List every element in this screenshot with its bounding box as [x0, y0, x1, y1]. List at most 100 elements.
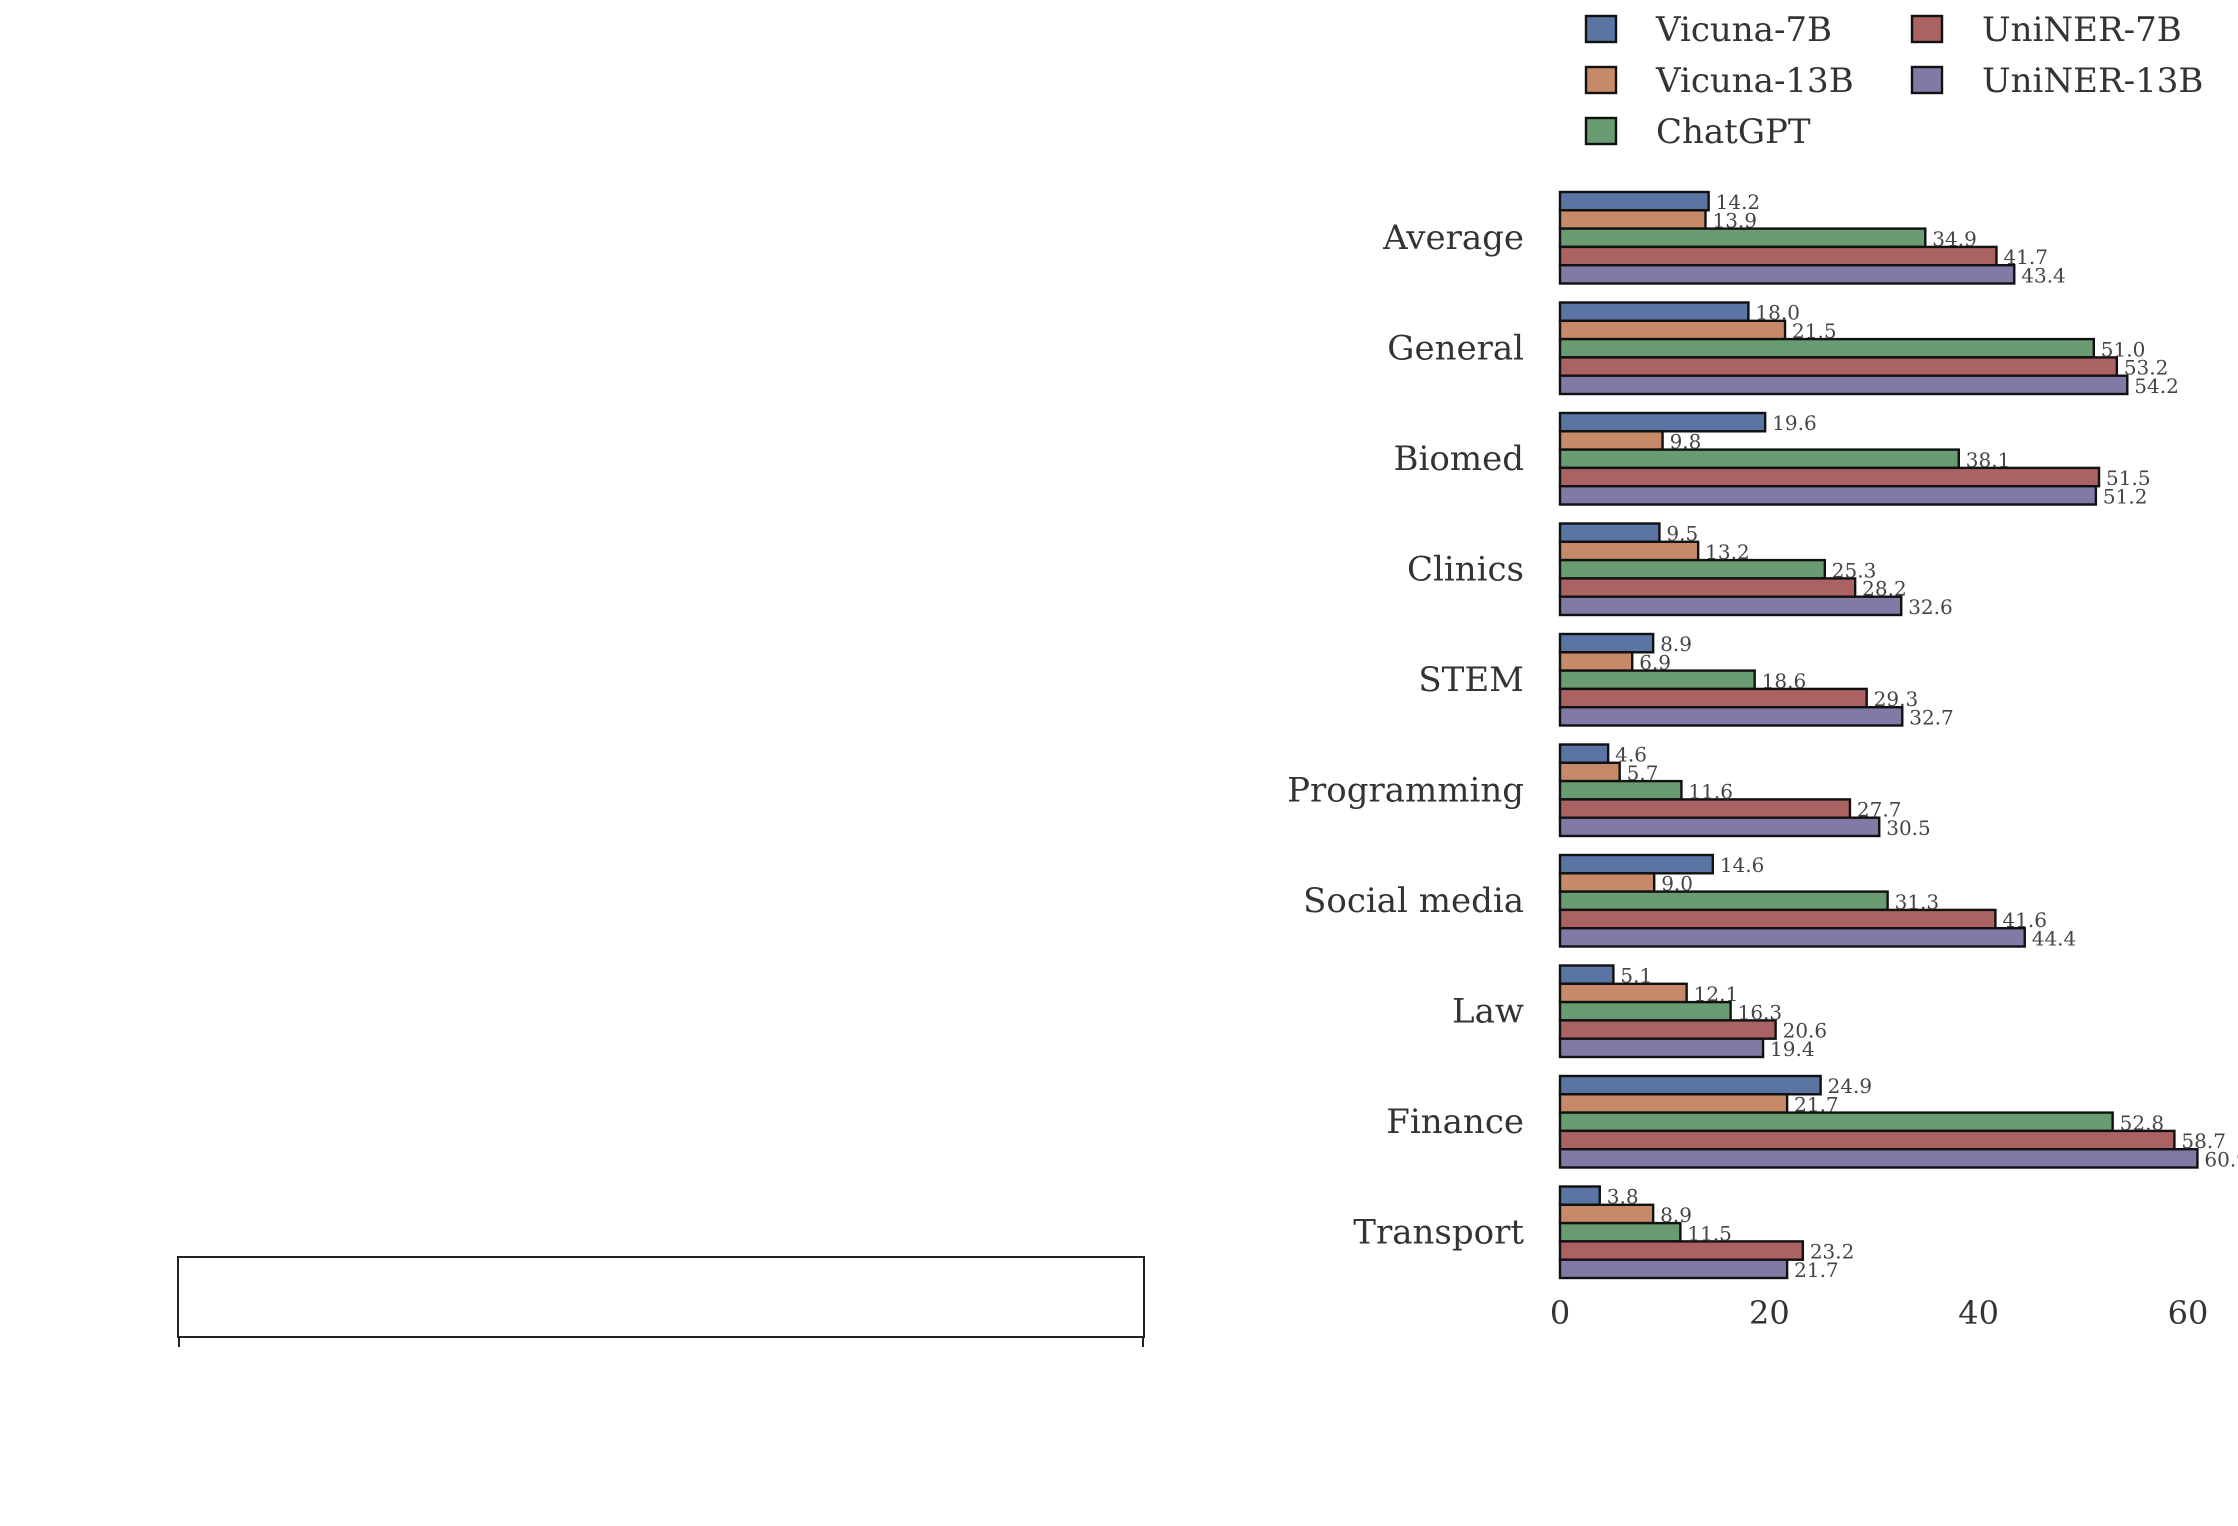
value-label-average-chatgpt: 34.9	[1932, 227, 1977, 251]
value-label-finance-vicuna-7b: 24.9	[1828, 1074, 1873, 1098]
bar-average-uniner-13b	[1558, 264, 2016, 285]
value-label-programming-uniner-7b: 27.7	[1857, 798, 1902, 822]
bar-programming-vicuna-13b	[1558, 761, 1621, 783]
bar-clinics-chatgpt	[1558, 558, 1827, 580]
value-label-social-media-vicuna-13b: 9.0	[1661, 871, 1693, 895]
category-label-programming: Programming	[1287, 770, 1524, 810]
bar-law-vicuna-7b	[1558, 964, 1615, 985]
bar-social-media-chatgpt	[1558, 890, 1889, 912]
bar-biomed-uniner-7b	[1558, 466, 2101, 488]
category-label-stem: STEM	[1418, 660, 1524, 700]
category-label-average: Average	[1382, 218, 1524, 258]
bar-social-media-vicuna-13b	[1558, 872, 1656, 893]
value-label-general-vicuna-13b: 21.5	[1792, 319, 1837, 343]
bar-biomed-vicuna-13b	[1558, 430, 1664, 451]
value-label-stem-vicuna-7b: 8.9	[1660, 632, 1692, 656]
category-label-transport: Transport	[1353, 1212, 1524, 1252]
value-label-biomed-uniner-13b: 51.2	[2103, 484, 2148, 508]
bar-transport-uniner-13b	[1558, 1258, 1789, 1280]
legend-swatch-vicuna-7b	[1584, 14, 1618, 44]
x-tick-label-0: 0	[1550, 1294, 1570, 1332]
bar-value-labels: 14.213.9 34.9 41.743.4 18.021.5 51.053.254.2…	[1607, 190, 2238, 1282]
value-label-finance-vicuna-13b: 21.7	[1794, 1092, 1839, 1116]
value-label-stem-uniner-13b: 32.7	[1909, 705, 1954, 729]
value-label-social-media-uniner-7b: 41.6	[2002, 908, 2047, 932]
bar-clinics-uniner-7b	[1558, 577, 1857, 598]
value-label-biomed-vicuna-7b: 19.6	[1772, 411, 1817, 435]
value-label-biomed-vicuna-13b: 9.8	[1670, 429, 1702, 453]
bar-law-uniner-13b	[1558, 1037, 1765, 1059]
category-label-law: Law	[1452, 991, 1524, 1031]
bar-programming-chatgpt	[1558, 779, 1683, 801]
value-label-law-chatgpt: 16.3	[1738, 1000, 1783, 1024]
value-label-average-uniner-13b: 43.4	[2021, 263, 2066, 287]
value-label-transport-uniner-7b: 23.2	[1810, 1240, 1855, 1264]
colorbar	[177, 1256, 1145, 1347]
bar-average-uniner-7b	[1558, 245, 1998, 267]
value-label-clinics-vicuna-13b: 13.2	[1705, 540, 1750, 564]
bar-general-uniner-13b	[1558, 374, 2129, 396]
value-label-biomed-chatgpt: 38.1	[1966, 448, 2011, 472]
bar-biomed-vicuna-7b	[1558, 411, 1767, 433]
bar-average-vicuna-13b	[1558, 209, 1707, 230]
bar-programming-uniner-13b	[1558, 816, 1881, 838]
bar-stem-vicuna-13b	[1558, 651, 1634, 672]
value-label-finance-uniner-7b: 58.7	[2181, 1129, 2226, 1153]
x-tick-label-40: 40	[1958, 1294, 1999, 1332]
bar-finance-uniner-7b	[1558, 1129, 2176, 1151]
value-label-social-media-chatgpt: 31.3	[1895, 890, 1940, 914]
legend-label-chatgpt: ChatGPT	[1656, 112, 1811, 152]
value-label-programming-chatgpt: 11.6	[1688, 779, 1733, 803]
value-label-general-chatgpt: 51.0	[2101, 337, 2146, 361]
value-label-average-uniner-7b: 41.7	[2003, 245, 2048, 269]
bar-transport-uniner-7b	[1558, 1240, 1805, 1261]
sunburst-chart	[177, 1256, 1145, 1347]
legend-label-vicuna-13b: Vicuna-13B	[1655, 61, 1854, 101]
value-label-average-vicuna-13b: 13.9	[1712, 208, 1757, 232]
bar-transport-vicuna-7b	[1558, 1185, 1601, 1206]
bar-general-uniner-7b	[1558, 356, 2119, 377]
bar-chart: Vicuna-7B Vicuna-13B ChatGPT UniNER-7B UniNE…	[1287, 10, 2238, 1332]
bar-clinics-vicuna-7b	[1558, 522, 1661, 543]
value-label-general-uniner-13b: 54.2	[2134, 374, 2179, 398]
x-tick-label-60: 60	[2168, 1294, 2209, 1332]
x-axis: 0 20 40 60	[1550, 1294, 2209, 1332]
value-label-transport-vicuna-13b: 8.9	[1660, 1203, 1692, 1227]
value-label-transport-chatgpt: 11.5	[1687, 1221, 1732, 1245]
value-label-programming-vicuna-13b: 5.7	[1627, 761, 1659, 785]
bar-biomed-chatgpt	[1558, 448, 1960, 470]
value-label-law-vicuna-7b: 5.1	[1620, 964, 1652, 988]
y-axis-category-labels: Average General Biomed Clinics STEM Programmi…	[1287, 218, 1524, 1253]
bar-clinics-uniner-13b	[1558, 595, 1903, 617]
bars	[1558, 190, 2199, 1280]
legend-swatch-vicuna-13b	[1584, 65, 1618, 95]
legend-swatch-uniner-13b	[1910, 65, 1944, 95]
legend-swatch-chatgpt	[1584, 116, 1618, 146]
value-label-social-media-uniner-13b: 44.4	[2032, 926, 2077, 950]
value-label-programming-uniner-13b: 30.5	[1886, 816, 1931, 840]
value-label-stem-vicuna-13b: 6.9	[1639, 650, 1671, 674]
value-label-finance-chatgpt: 52.8	[2120, 1111, 2165, 1135]
bar-finance-uniner-13b	[1558, 1147, 2199, 1169]
value-label-programming-vicuna-7b: 4.6	[1615, 743, 1647, 767]
value-label-law-vicuna-13b: 12.1	[1694, 982, 1739, 1006]
legend-label-uniner-7b: UniNER-7B	[1982, 10, 2182, 50]
value-label-general-vicuna-7b: 18.0	[1755, 301, 1800, 325]
value-label-stem-uniner-7b: 29.3	[1874, 687, 1919, 711]
bar-general-vicuna-13b	[1558, 319, 1787, 341]
value-label-average-vicuna-7b: 14.2	[1716, 190, 1761, 214]
value-label-transport-vicuna-7b: 3.8	[1607, 1185, 1639, 1209]
value-label-general-uniner-7b: 53.2	[2124, 356, 2169, 380]
value-label-social-media-vicuna-7b: 14.6	[1720, 853, 1765, 877]
legend: Vicuna-7B Vicuna-13B ChatGPT UniNER-7B UniNE…	[1584, 10, 2203, 152]
value-label-law-uniner-7b: 20.6	[1783, 1019, 1828, 1043]
value-label-clinics-vicuna-7b: 9.5	[1666, 522, 1698, 546]
bar-stem-uniner-13b	[1558, 706, 1904, 727]
value-label-stem-chatgpt: 18.6	[1762, 669, 1807, 693]
category-label-clinics: Clinics	[1407, 549, 1524, 589]
bar-finance-vicuna-13b	[1558, 1093, 1789, 1114]
value-label-law-uniner-13b: 19.4	[1770, 1037, 1815, 1061]
bar-programming-vicuna-7b	[1558, 743, 1610, 764]
value-label-clinics-uniner-13b: 32.6	[1908, 595, 1953, 619]
bar-average-vicuna-7b	[1558, 190, 1710, 212]
